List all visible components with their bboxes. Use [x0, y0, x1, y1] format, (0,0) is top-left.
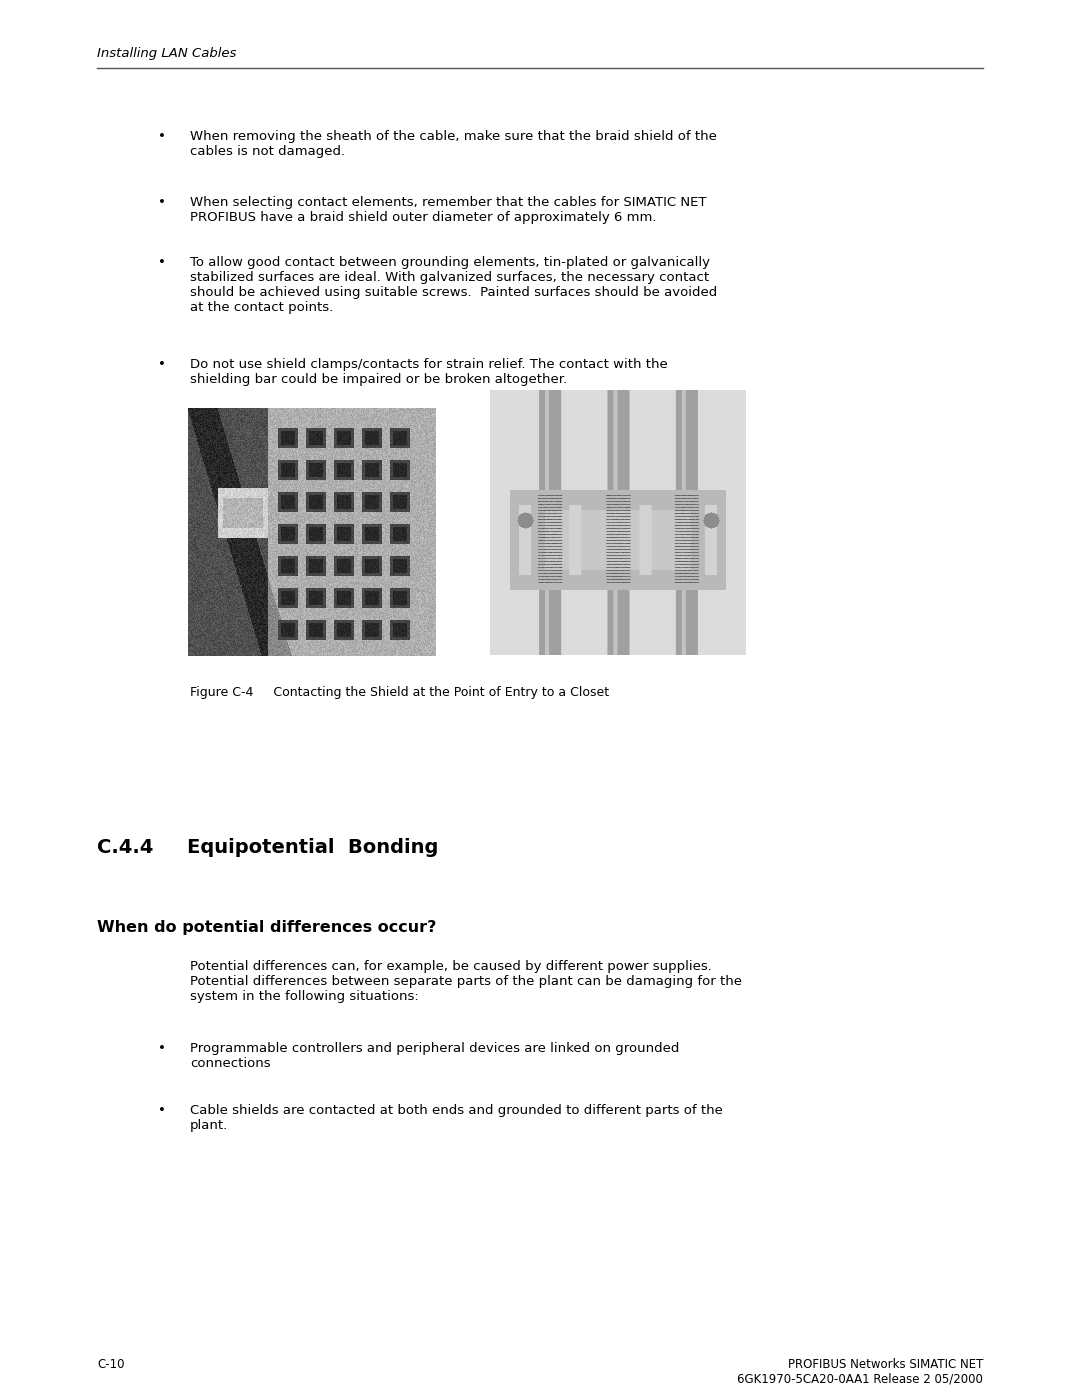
- Text: Programmable controllers and peripheral devices are linked on grounded
connectio: Programmable controllers and peripheral …: [190, 1042, 679, 1070]
- Text: When selecting contact elements, remember that the cables for SIMATIC NET
PROFIB: When selecting contact elements, remembe…: [190, 196, 706, 224]
- Text: Figure C-4     Contacting the Shield at the Point of Entry to a Closet: Figure C-4 Contacting the Shield at the …: [190, 686, 609, 698]
- Text: •: •: [158, 1104, 166, 1118]
- Text: PROFIBUS Networks SIMATIC NET
6GK1970-5CA20-0AA1 Release 2 05/2000: PROFIBUS Networks SIMATIC NET 6GK1970-5C…: [738, 1358, 983, 1386]
- Text: To allow good contact between grounding elements, tin-plated or galvanically
sta: To allow good contact between grounding …: [190, 256, 717, 314]
- Text: When do potential differences occur?: When do potential differences occur?: [97, 921, 436, 935]
- Text: C-10: C-10: [97, 1358, 124, 1370]
- Text: Cable shields are contacted at both ends and grounded to different parts of the
: Cable shields are contacted at both ends…: [190, 1104, 723, 1132]
- Text: C.4.4     Equipotential  Bonding: C.4.4 Equipotential Bonding: [97, 838, 438, 856]
- Text: Potential differences can, for example, be caused by different power supplies.
P: Potential differences can, for example, …: [190, 960, 742, 1003]
- Text: •: •: [158, 256, 166, 270]
- Text: •: •: [158, 1042, 166, 1055]
- Text: •: •: [158, 130, 166, 142]
- Text: •: •: [158, 196, 166, 210]
- Text: •: •: [158, 358, 166, 372]
- Text: Installing LAN Cables: Installing LAN Cables: [97, 47, 237, 60]
- Text: Do not use shield clamps/contacts for strain relief. The contact with the
shield: Do not use shield clamps/contacts for st…: [190, 358, 667, 386]
- Text: When removing the sheath of the cable, make sure that the braid shield of the
ca: When removing the sheath of the cable, m…: [190, 130, 717, 158]
